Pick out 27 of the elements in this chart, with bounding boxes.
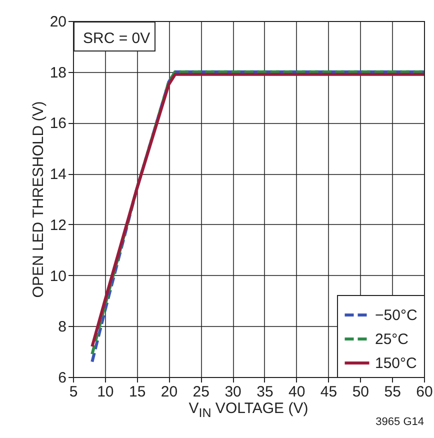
y-axis-title: OPEN LED THRESHOLD (V) — [30, 101, 47, 298]
x-tick-label: 55 — [384, 384, 401, 400]
y-tick-label: 16 — [50, 115, 66, 132]
x-tick-label: 60 — [416, 384, 433, 400]
x-tick-label: 10 — [97, 384, 114, 400]
y-tick-label: 12 — [50, 216, 66, 234]
legend-label: 25°C — [375, 331, 409, 348]
y-tick-label: 18 — [50, 64, 66, 82]
y-tick-label: 6 — [58, 370, 66, 386]
legend-label: −50°C — [375, 307, 418, 324]
x-tick-label: 30 — [224, 384, 242, 400]
x-tick-label: 5 — [69, 384, 78, 400]
annotation: SRC = 0V — [83, 30, 150, 47]
x-tick-label: 25 — [192, 384, 210, 400]
legend-label: 150°C — [375, 355, 418, 372]
x-tick-label: 15 — [128, 384, 146, 400]
x-tick-label: 45 — [320, 384, 338, 400]
y-tick-label: 20 — [50, 14, 66, 30]
x-tick-label: 20 — [160, 384, 178, 400]
y-tick-label: 8 — [58, 318, 66, 336]
text: 3965 G14 — [376, 416, 424, 428]
y-tick-label: 14 — [50, 166, 66, 184]
x-tick-label: 40 — [288, 384, 306, 400]
y-tick-label: 10 — [50, 268, 66, 285]
x-tick-label: 35 — [256, 384, 274, 400]
x-axis-title: V$_{IN}$ VOLTAGE (V) — [188, 400, 308, 420]
x-tick-label: 50 — [352, 384, 370, 400]
